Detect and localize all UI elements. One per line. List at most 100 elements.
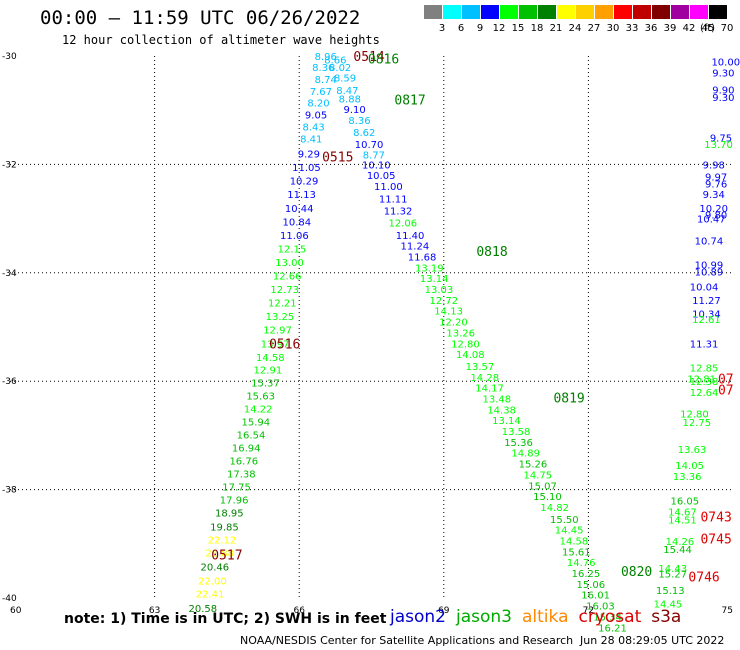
data-point-s3a: 12.15 [278,244,307,255]
data-point-s3a: 10.05 [367,171,396,182]
data-point-s3a: 16.76 [229,456,258,467]
data-point-s3a: 13.48 [482,395,511,406]
data-point-s3a: 15.50 [550,515,579,526]
data-point-cryosat: 14.05 [675,461,704,472]
data-point-s3a: 13.14 [420,274,449,285]
data-point-s3a: 12.97 [263,326,292,337]
color-scale-label: 70 [720,23,734,34]
data-point-s3a: 14.58 [560,537,589,548]
data-point-s3a: 17.75 [222,482,251,493]
data-point-s3a: 14.45 [555,526,584,537]
time-label: 07 [718,372,734,387]
color-scale-label: 18 [530,23,544,34]
data-point-s3a: 11.68 [408,253,437,264]
data-point-s3a: 12.73 [270,285,299,296]
page-title: 00:00 – 11:59 UTC 06/26/2022 [40,7,361,29]
data-point-s3a: 14.17 [475,384,504,395]
data-point-s3a: 8.47 [336,86,358,97]
time-label: 0743 [700,511,731,526]
data-point-s3a: 13.03 [425,285,454,296]
data-point-s3a: 15.06 [576,580,605,591]
data-point-s3a: 8.41 [300,134,322,145]
color-swatch [576,5,594,19]
data-point-s3a: 15.37 [251,378,280,389]
data-points: 8.968.668.368.028.748.597.67 8.478.20 8.88… [188,52,740,634]
time-label: 0818 [476,245,507,260]
data-point-s3a: 10.29 [290,177,319,188]
satellite-legend: jason2 jason3 altika cryosat s3a [390,607,691,627]
time-label: 0746 [688,570,719,585]
data-point-s3a: 16.25 [572,569,601,580]
data-point-cryosat: 12.38 [690,377,719,388]
data-point-s3a: 8.59 [334,74,356,85]
data-point-cryosat: 9.30 [712,68,734,79]
color-swatch [614,5,632,19]
data-point-s3a: 8.43 [303,122,325,133]
data-point-s3a: 22.00 [198,577,227,588]
data-point-s3a: 13.57 [466,362,495,373]
data-point-s3a: 13.14 [492,416,521,427]
data-point-cryosat: 10.34 [692,309,721,320]
data-point-s3a: 10.70 [355,140,384,151]
data-point-s3a: 7.67 [310,87,332,98]
data-point-s3a: 20.46 [201,563,230,574]
color-swatch [557,5,575,19]
axis-ticks: 60 63 66 69 72 75 -30 -32 -34 -36 -38 -40 [2,52,733,616]
data-point-s3a: 11.40 [396,231,425,242]
time-label: 0515 [322,150,353,165]
data-point-s3a: 8.96 [315,52,337,63]
time-label: 07 [718,383,734,398]
data-point-s3a: 14.38 [487,405,516,416]
data-point-s3a: 14.28 [470,373,499,384]
color-swatch [519,5,537,19]
data-point-s3a: 10.10 [362,160,391,171]
data-point-s3a: 11.00 [374,182,403,193]
data-point-cryosat: 10.74 [695,236,724,247]
color-scale-label: 42 [682,23,696,34]
data-point-s3a: 12.66 [273,272,302,283]
data-point-s3a: 11.32 [384,206,413,217]
x-tick-label: 60 [10,606,22,616]
data-point-s3a: 19.85 [210,522,239,533]
data-point-s3a: 10.44 [285,204,314,215]
data-point-s3a: 21.88 [205,548,234,559]
data-point-s3a: 8.20 [307,99,329,110]
credit-text: NOAA/NESDIS Center for Satellite Applica… [240,634,574,647]
color-scale-label: 15 [511,23,525,34]
color-scale-label: 9 [476,23,484,34]
color-scale-label: 3 [438,23,446,34]
data-point-cryosat: 12.81 [687,374,716,385]
time-label: 0517 [211,549,242,564]
data-point-s3a: 13.19 [415,263,444,274]
data-point-cryosat: 10.04 [690,282,719,293]
y-tick-label: -34 [2,269,17,279]
data-point-s3a: 8.88 [339,94,361,105]
data-point-s3a: 14.13 [434,307,463,318]
x-tick-label: 75 [722,606,733,616]
data-point-cryosat: 13.63 [678,445,707,456]
color-swatch [671,5,689,19]
data-point-s3a: 8.36 [312,63,334,74]
data-point-cryosat: 12.75 [683,418,712,429]
data-point-s3a: 13.58 [502,427,531,438]
data-point-cryosat: 14.26 [666,537,695,548]
data-point-s3a: 15.26 [519,460,548,471]
data-point-s3a: 15.63 [246,391,275,402]
data-point-cryosat: 10.99 [695,261,724,272]
data-point-s3a: 14.22 [244,404,273,415]
data-point-cryosat: 9.75 [710,133,732,144]
grid-lines [10,56,733,598]
data-point-cryosat: 9.90 [712,86,734,97]
data-point-cryosat: 11.27 [692,296,721,307]
data-point-cryosat: 9.98 [703,160,725,171]
data-point-s3a: 16.21 [598,623,627,634]
data-point-s3a: 15.34 [593,612,622,623]
y-tick-label: -40 [2,594,17,604]
data-point-cryosat: 12.85 [690,364,719,375]
data-point-cryosat: 16.05 [670,496,699,507]
x-tick-label: 69 [438,606,450,616]
x-tick-label: 72 [583,606,594,616]
data-point-cryosat: 14.67 [668,507,697,518]
color-swatch [500,5,518,19]
